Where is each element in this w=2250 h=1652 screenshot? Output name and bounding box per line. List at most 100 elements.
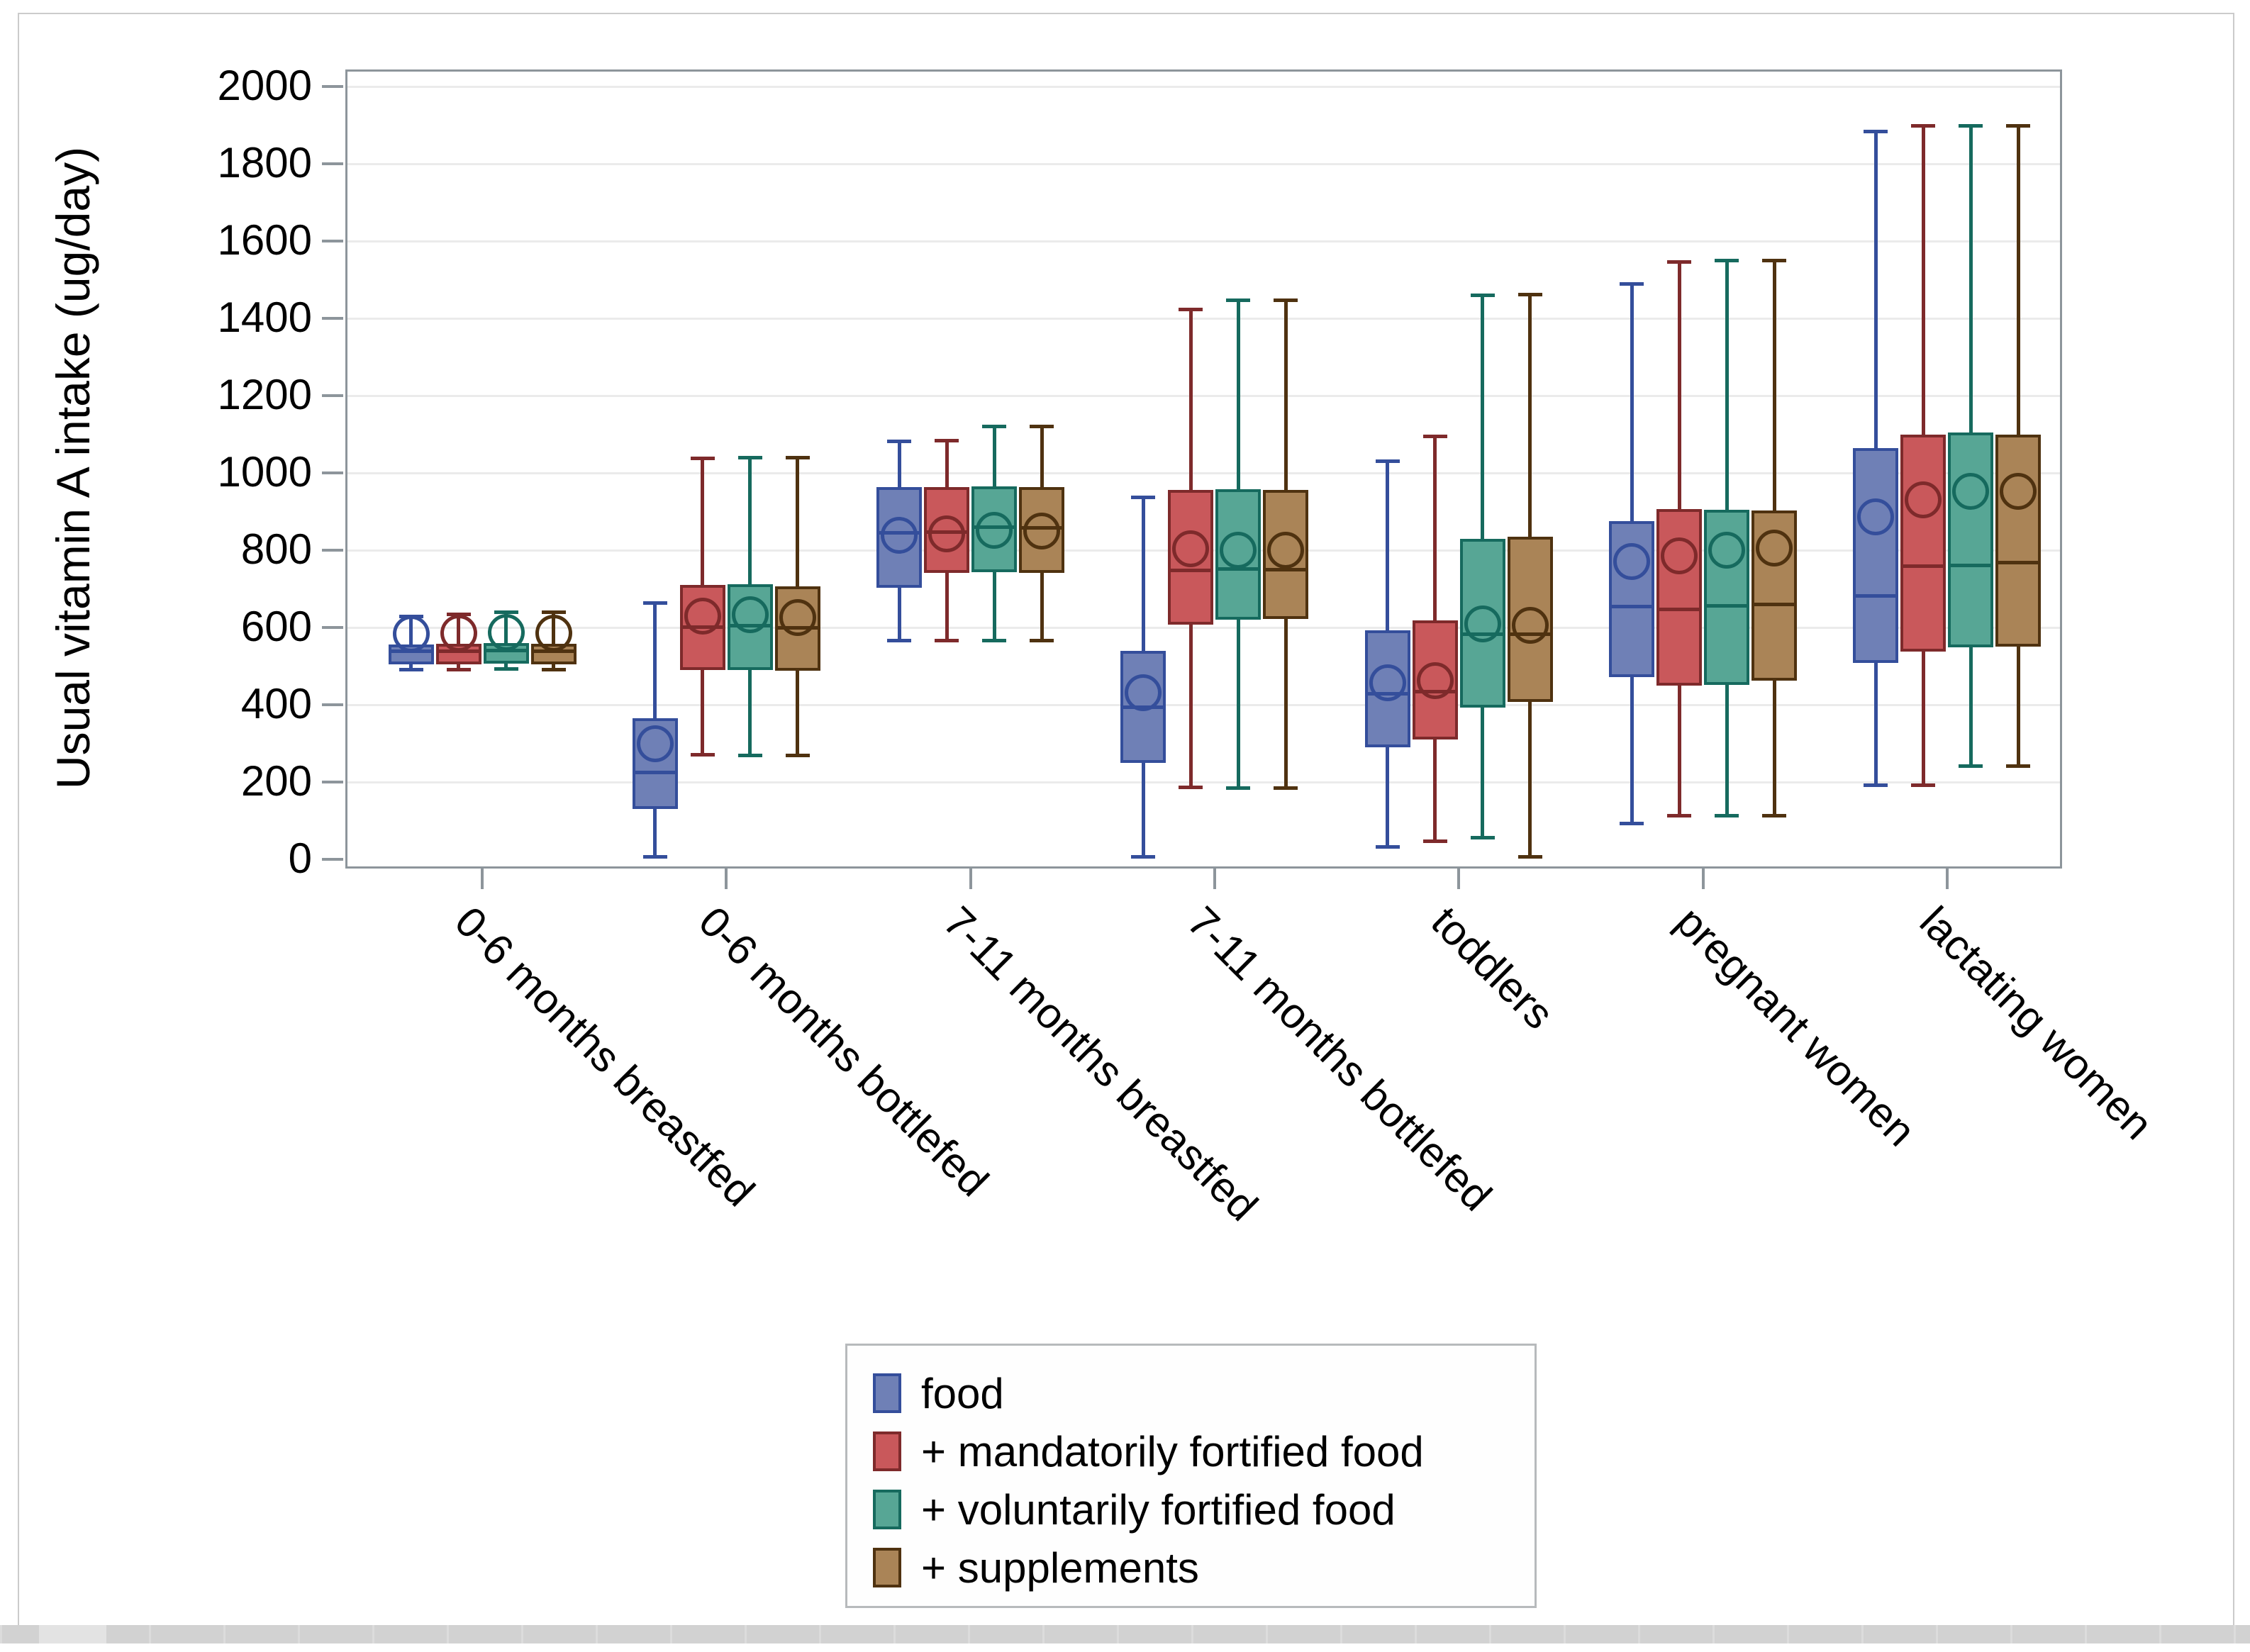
box-2-series-4-mean-marker (779, 599, 816, 637)
box-6-series-2-median-line (1659, 607, 1700, 611)
box-5-series-4-mean-marker (1511, 606, 1549, 644)
box-4-series-4-whisker-cap-top (1274, 298, 1298, 303)
y-tick-800 (322, 549, 343, 552)
box-3-series-4-mean-marker (1023, 512, 1061, 549)
y-tick-label-800: 800 (240, 525, 312, 573)
gridline-1600 (345, 240, 2062, 242)
box-3-series-2-whisker-cap-bottom (935, 639, 959, 643)
box-6-series-1-mean-marker (1613, 543, 1650, 581)
box-6-series-3-median-line (1706, 603, 1747, 608)
box-5-series-4-whisker-cap-bottom (1517, 855, 1542, 859)
box-3-series-1-whisker-cap-top (887, 440, 912, 444)
y-tick-label-1000: 1000 (217, 448, 312, 496)
box-5-series-1-whisker-cap-top (1375, 459, 1400, 463)
legend-swatch-icon (873, 1373, 901, 1413)
y-tick-label-0: 0 (288, 835, 312, 882)
box-5-series-3-whisker-cap-top (1470, 294, 1495, 298)
y-tick-label-600: 600 (240, 603, 312, 650)
legend-item-2: + mandatorily fortified food (873, 1422, 1535, 1480)
box-4-series-4-median-line (1265, 568, 1307, 572)
box-1-series-4-mean-marker (535, 614, 572, 652)
x-tick-label-6: lactating women (1910, 897, 2162, 1149)
box-5-series-1-mean-marker (1369, 664, 1406, 701)
box-7-series-4-median-line (1998, 561, 2039, 565)
x-tick-label-5: pregnant women (1666, 897, 1925, 1156)
box-4-series-1-whisker-cap-bottom (1131, 855, 1156, 859)
box-5-series-3-mean-marker (1464, 605, 1501, 642)
y-tick-2000 (322, 85, 343, 88)
y-tick-label-1200: 1200 (217, 371, 312, 418)
box-6-series-2-whisker-cap-top (1667, 260, 1691, 264)
gridline-600 (345, 627, 2062, 629)
box-5-series-1-whisker-cap-bottom (1375, 844, 1400, 849)
y-tick-1800 (322, 162, 343, 165)
box-1-series-3-mean-marker (487, 613, 525, 651)
legend-label: + mandatorily fortified food (921, 1427, 1424, 1475)
legend-item-4: + supplements (873, 1539, 1535, 1597)
legend: food + mandatorily fortified food + volunt… (845, 1344, 1537, 1608)
box-2-series-2-whisker-cap-bottom (690, 752, 715, 757)
box-5-series-4-whisker-cap-top (1517, 293, 1542, 297)
box-2-series-3-whisker-cap-top (737, 456, 762, 460)
box-7-series-2-median-line (1903, 564, 1944, 568)
y-tick-label-200: 200 (240, 757, 312, 805)
y-tick-1200 (322, 394, 343, 397)
box-1-series-2-mean-marker (440, 615, 477, 652)
legend-label: + supplements (921, 1544, 1199, 1592)
box-2-series-3-mean-marker (731, 596, 769, 633)
box-1-series-1-mean-marker (392, 615, 430, 653)
y-tick-0 (322, 858, 343, 861)
box-4-series-4-whisker-cap-bottom (1274, 786, 1298, 791)
box-6-series-3-whisker-cap-bottom (1715, 813, 1739, 817)
y-tick-label-2000: 2000 (217, 62, 312, 109)
box-1-series-2-whisker-cap-top (446, 612, 471, 616)
x-tick-5 (1701, 866, 1705, 889)
box-4-series-3-whisker-cap-bottom (1226, 786, 1251, 791)
x-tick-0 (481, 866, 484, 889)
gridline-2000 (345, 86, 2062, 88)
legend-label: food (921, 1369, 1004, 1417)
legend-swatch-icon (873, 1431, 901, 1471)
box-3-series-1-mean-marker (881, 517, 918, 554)
y-tick-600 (322, 626, 343, 629)
box-2-series-2-mean-marker (684, 597, 721, 635)
y-tick-label-1400: 1400 (217, 294, 312, 341)
box-3-series-3-whisker-cap-bottom (982, 638, 1007, 642)
box-4-series-3-median-line (1218, 567, 1259, 571)
box-3-series-1-whisker-cap-bottom (887, 639, 912, 643)
x-tick-label-4: toddlers (1422, 897, 1564, 1039)
x-tick-1 (725, 866, 728, 889)
box-6-series-2-whisker-cap-bottom (1667, 813, 1691, 817)
box-7-series-2-whisker-cap-top (1911, 123, 1936, 128)
box-2-series-1-median-line (634, 771, 676, 775)
box-1-series-3-whisker-cap-top (494, 610, 518, 615)
gridline-1400 (345, 318, 2062, 320)
box-7-series-1-iqr-box (1853, 447, 1899, 664)
gridline-1800 (345, 163, 2062, 165)
y-tick-1400 (322, 317, 343, 320)
gridline-1200 (345, 395, 2062, 397)
box-1-series-1-whisker-cap-bottom (399, 667, 423, 671)
box-2-series-4-whisker-cap-bottom (785, 753, 810, 757)
box-1-series-2-whisker-cap-bottom (446, 667, 471, 671)
box-2-series-4-whisker-cap-top (785, 456, 810, 460)
box-6-series-4-mean-marker (1756, 530, 1793, 567)
box-3-series-3-mean-marker (976, 511, 1013, 549)
box-1-series-3-whisker-cap-bottom (494, 666, 518, 671)
box-7-series-1-whisker-cap-bottom (1864, 783, 1888, 788)
box-6-series-4-median-line (1754, 603, 1795, 607)
box-5-series-2-whisker-cap-bottom (1422, 839, 1447, 844)
box-4-series-2-whisker-cap-top (1179, 308, 1203, 312)
y-tick-label-400: 400 (240, 680, 312, 727)
legend-swatch-icon (873, 1490, 901, 1529)
gridline-1000 (345, 472, 2062, 474)
scrollbar-strip (0, 1625, 2250, 1643)
y-tick-200 (322, 781, 343, 783)
box-6-series-3-mean-marker (1708, 532, 1745, 569)
box-6-series-1-whisker-cap-top (1620, 281, 1644, 286)
legend-item-1: food (873, 1364, 1535, 1422)
box-6-series-3-whisker-cap-top (1715, 259, 1739, 263)
box-2-series-3-whisker-cap-bottom (737, 753, 762, 757)
gridline-200 (345, 781, 2062, 783)
